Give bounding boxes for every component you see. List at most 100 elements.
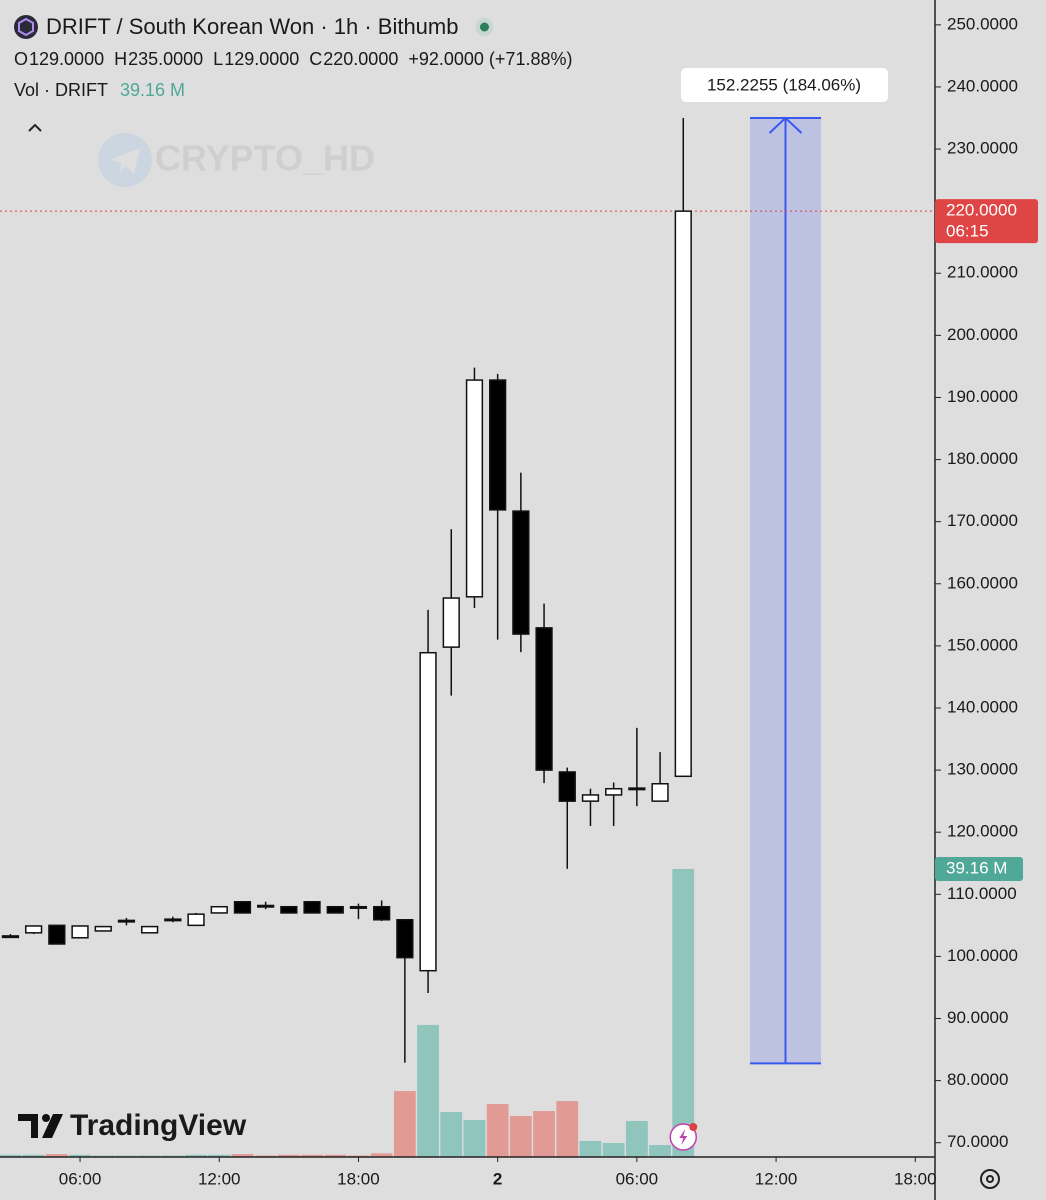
volume-bar <box>45 1154 68 1157</box>
alert-icon-bolt <box>679 1129 688 1145</box>
candle-body <box>1 935 20 939</box>
volume-bar <box>370 1153 393 1157</box>
candle-body <box>164 918 182 922</box>
brand-mark <box>18 1114 38 1138</box>
brand-text: TradingView <box>70 1109 247 1142</box>
y-tick-label: 100.0000 <box>947 946 1018 965</box>
status-dot <box>479 22 489 32</box>
alert-icon-badge <box>689 1123 698 1131</box>
candle-body <box>581 794 600 802</box>
plot-area: 152.2255 (184.06%) <box>0 67 935 1157</box>
volume-bar <box>440 1111 463 1157</box>
volume-bar <box>509 1116 532 1157</box>
candle-body <box>512 510 530 635</box>
volume-label: Vol · DRIFT <box>14 80 108 100</box>
measure-label-box <box>681 67 888 102</box>
candle-body <box>489 379 507 511</box>
last-price-tag-label: 220.0000 <box>946 201 1017 220</box>
candle-body <box>651 783 669 802</box>
volume-value: 39.16 M <box>120 80 185 100</box>
candle-body <box>94 925 112 932</box>
candle-body <box>465 379 484 598</box>
candle-body <box>373 905 391 921</box>
ohlc-value: 129.0000 <box>29 49 104 69</box>
countdown-label: 06:15 <box>946 222 989 241</box>
ohlc-key: C <box>309 49 322 69</box>
settings-button-center <box>986 1175 994 1183</box>
volume-bar <box>185 1154 207 1157</box>
y-tick-label: 120.0000 <box>947 822 1018 841</box>
ohlc-value: 129.0000 <box>224 49 299 69</box>
candle-body <box>303 901 321 914</box>
symbol-icon[interactable] <box>14 15 38 39</box>
y-tick-label: 160.0000 <box>947 573 1018 592</box>
volume-bar <box>324 1154 347 1157</box>
volume-bar <box>533 1111 555 1157</box>
collapse-button[interactable] <box>28 123 42 132</box>
y-tick-label: 70.0000 <box>947 1132 1008 1151</box>
y-tick-label: 230.0000 <box>947 139 1018 158</box>
volume-tag <box>935 856 1023 881</box>
volume-bar <box>602 1143 625 1157</box>
volume-bar <box>625 1120 648 1157</box>
ohlc-key: O <box>14 49 28 69</box>
volume-bar <box>301 1154 323 1157</box>
ohlc-key: H <box>114 49 127 69</box>
x-tick-label: 06:00 <box>59 1169 102 1188</box>
y-tick-label: 210.0000 <box>947 263 1018 282</box>
brand-mark-slash <box>42 1114 63 1138</box>
ohlc-header: O 129.0000 H 235.0000 L 129.0000 C 220.0000 +92.… <box>14 49 572 69</box>
watermark-plane <box>109 148 140 174</box>
y-tick-label: 180.0000 <box>947 449 1018 468</box>
candle-body <box>674 210 692 778</box>
candle-body <box>71 925 89 939</box>
volume-bar <box>393 1091 416 1157</box>
chart-title[interactable]: DRIFT / South Korean Won · 1h · Bithumb <box>46 14 458 39</box>
x-tick-label: 12:00 <box>755 1169 798 1188</box>
candle-body <box>349 905 368 909</box>
change-value: +92.0000 (+71.88%) <box>408 49 572 69</box>
x-tick-label: 18:00 <box>894 1169 937 1188</box>
x-tick-label: 06:00 <box>616 1169 659 1188</box>
y-tick-label: 150.0000 <box>947 635 1018 654</box>
y-tick-label: 140.0000 <box>947 697 1018 716</box>
candle-body <box>48 924 66 945</box>
volume-bar <box>672 868 695 1157</box>
y-tick-label: 170.0000 <box>947 511 1018 530</box>
candle-body <box>210 905 228 914</box>
candle-body <box>558 771 576 802</box>
candle-body <box>419 651 437 972</box>
candle-body <box>257 904 275 908</box>
volume-bar <box>69 1154 91 1157</box>
y-tick-label: 90.0000 <box>947 1008 1008 1027</box>
y-tick-label: 240.0000 <box>947 76 1018 95</box>
volume-bar <box>463 1120 486 1157</box>
candle-body <box>535 627 553 771</box>
watermark-text: CRYPTO_HD <box>155 138 375 179</box>
candle-body <box>141 925 159 934</box>
symbol-icon-mark <box>18 17 34 37</box>
candle-body <box>233 901 252 914</box>
settings-button[interactable] <box>980 1169 1000 1189</box>
volume-bar <box>417 1024 439 1157</box>
candle-body <box>396 919 414 959</box>
volume-bar <box>649 1145 671 1157</box>
y-tick-label: 250.0000 <box>947 14 1018 33</box>
candle-body <box>326 905 344 914</box>
brand-mark-dot <box>42 1114 50 1122</box>
x-tick-label: 12:00 <box>198 1169 241 1188</box>
y-tick-label: 130.0000 <box>947 760 1018 779</box>
volume-tag-label: 39.16 M <box>946 858 1007 877</box>
measure-arrowhead <box>768 116 803 134</box>
candle-body <box>442 597 460 648</box>
volume-bar <box>208 1154 231 1157</box>
watermark: CRYPTO_HD <box>98 133 375 187</box>
candle-body <box>280 905 298 914</box>
ohlc-value: 235.0000 <box>128 49 203 69</box>
ohlc-key: L <box>213 49 223 69</box>
measure-label: 152.2255 (184.06%) <box>707 75 861 94</box>
ohlc-value: 220.0000 <box>323 49 398 69</box>
y-tick-label: 190.0000 <box>947 387 1018 406</box>
volume-bar <box>486 1104 509 1157</box>
